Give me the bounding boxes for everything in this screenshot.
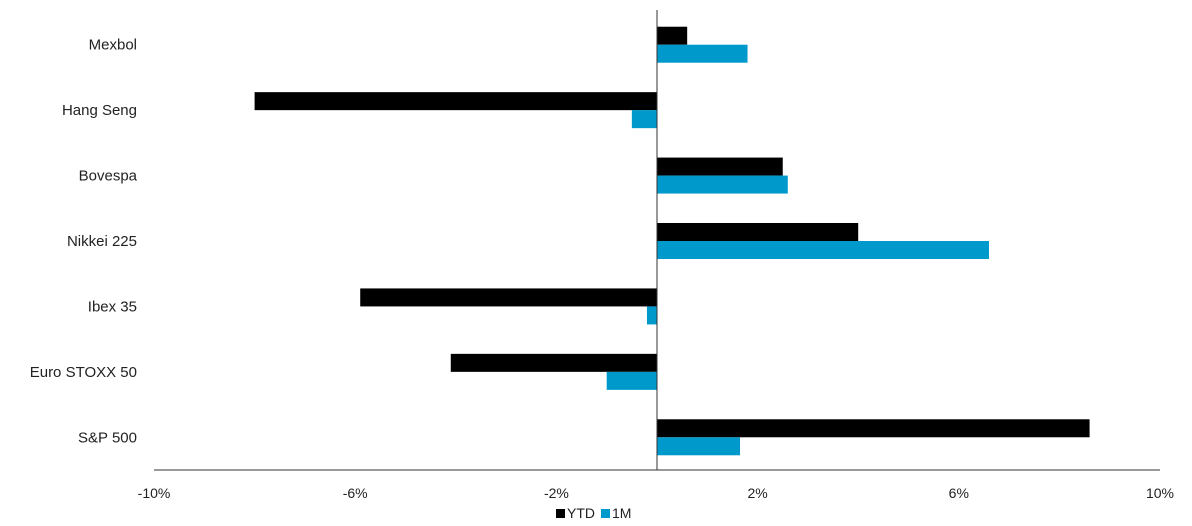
category-label-euro-stoxx-50: Euro STOXX 50: [30, 364, 137, 381]
bar-ytd-euro-stoxx-50: [450, 353, 657, 372]
category-label-s-p-500: S&P 500: [78, 429, 137, 446]
bar-1m-euro-stoxx-50: [606, 371, 657, 390]
bar-ytd-ibex-35: [360, 288, 657, 307]
bar-ytd-bovespa: [657, 157, 783, 176]
x-tick-label-6: 6%: [949, 485, 969, 501]
bar-1m-hang-seng: [631, 110, 657, 129]
bar-ytd-hang-seng: [254, 92, 657, 111]
x-tick-labels: -10% -6% -2% 2% 6% 10%: [138, 485, 1174, 501]
x-tick-label-6: -6%: [343, 485, 368, 501]
x-tick-label-10: 10%: [1146, 485, 1174, 501]
legend: YTD 1M: [556, 505, 631, 521]
bar-1m-s-p-500: [657, 437, 740, 456]
category-label-bovespa: Bovespa: [79, 168, 138, 185]
bar-ytd-s-p-500: [657, 419, 1090, 438]
category-label-ibex-35: Ibex 35: [88, 298, 137, 315]
bar-ytd-mexbol: [657, 26, 688, 45]
category-label-mexbol: Mexbol: [89, 37, 137, 54]
x-tick-label-2: -2%: [544, 485, 569, 501]
x-tick-label-10: -10%: [138, 485, 171, 501]
bar-1m-ibex-35: [646, 306, 657, 325]
bars-group: [254, 26, 1090, 456]
bar-1m-mexbol: [657, 44, 748, 63]
legend-swatch-ytd: [556, 509, 565, 518]
category-label-hang-seng: Hang Seng: [62, 102, 137, 119]
category-label-nikkei-225: Nikkei 225: [67, 233, 137, 250]
category-labels: Mexbol Hang Seng Bovespa Nikkei 225 Ibex 35 E…: [30, 37, 138, 447]
legend-swatch-1m: [601, 509, 610, 518]
axes-group: [154, 10, 1160, 471]
bar-1m-nikkei-225: [657, 241, 989, 259]
bar-ytd-nikkei-225: [657, 223, 859, 241]
x-tick-label-2: 2%: [747, 485, 767, 501]
legend-label-ytd: YTD: [567, 505, 595, 521]
legend-label-1m: 1M: [612, 505, 631, 521]
bar-1m-bovespa: [657, 175, 788, 194]
